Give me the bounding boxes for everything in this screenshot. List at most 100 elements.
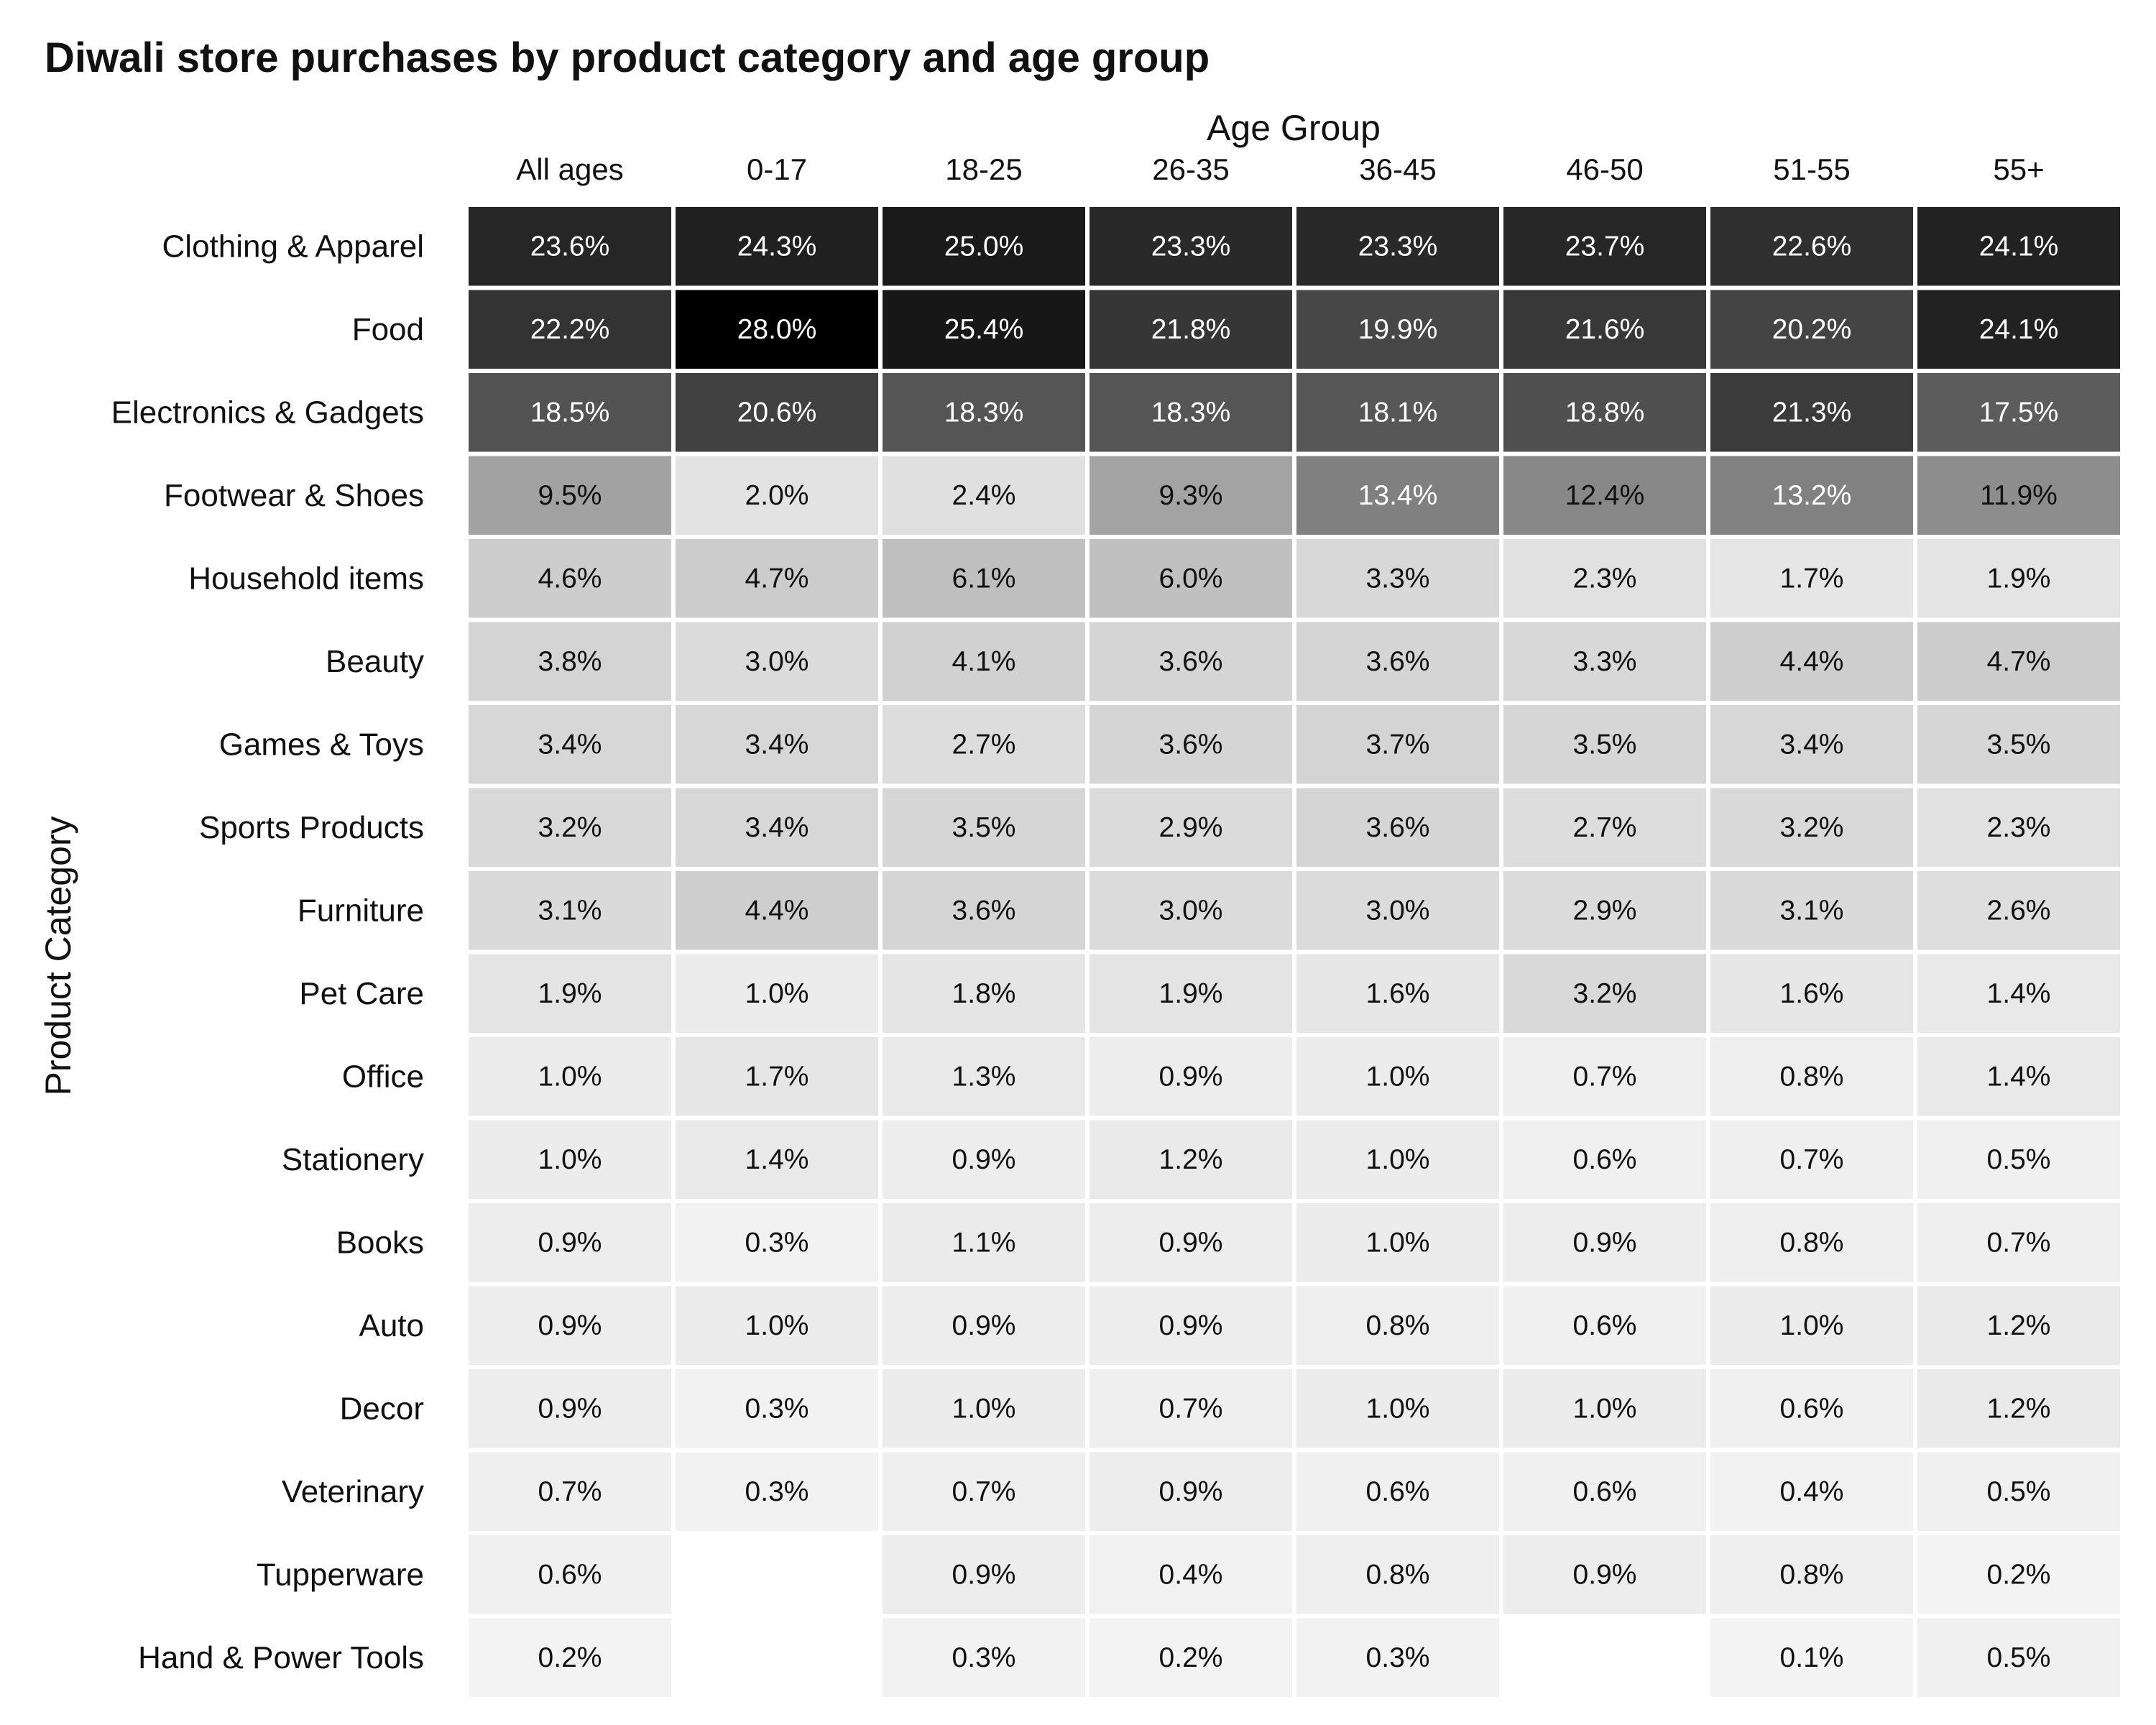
cell-value-label: 1.0% [1573,1393,1637,1424]
cell-value-label: 23.7% [1565,231,1645,262]
cell-value-label: 24.1% [1979,231,2059,262]
heatmap-cell [1503,539,1706,618]
heatmap-cell [1296,207,1499,286]
heatmap-cell [1503,954,1706,1033]
cell-value-label: 22.2% [530,314,610,345]
cell-value-label: 1.4% [1987,1061,2051,1092]
cell-value-label: 3.0% [1366,895,1430,926]
heatmap-cell [883,1203,1085,1282]
cell-value-label: 21.6% [1565,314,1645,345]
heatmap-cell [1917,788,2120,867]
cell-value-label: 3.6% [1159,729,1223,760]
cell-value-label: 1.6% [1780,978,1844,1009]
cell-value-label: 1.0% [1366,1227,1430,1258]
heatmap-cell [469,622,671,701]
cell-value-label: 0.6% [1573,1310,1637,1341]
column-labels: All ages 0-17 18-25 26-35 36-45 46-50 51-55 55+ [516,152,2044,186]
cell-value-label: 0.3% [745,1476,809,1507]
cell-value-label: 2.4% [952,480,1016,511]
cell-value-label: 0.7% [952,1476,1016,1507]
cell-value-label: 3.5% [1987,729,2051,760]
cell-value-label: 20.6% [737,397,817,428]
heatmap-cell [1296,1203,1499,1282]
cell-value-label: 3.2% [1780,812,1844,843]
cell-value-label: 11.9% [1980,480,2058,511]
cell-value-label: 2.3% [1573,563,1637,594]
cell-value-label: 1.2% [1987,1310,2051,1341]
heatmap-cell [469,1037,671,1116]
cell-value-label: 4.4% [1780,646,1844,677]
cell-value-label: 4.4% [745,895,809,926]
heatmap-cell [676,705,878,784]
cell-value-label: 1.0% [745,1310,809,1341]
cell-value-label: 1.0% [1366,1061,1430,1092]
heatmap-cell [883,1535,1085,1614]
heatmap-cell [1917,373,2120,452]
cell-value-label: 23.3% [1358,231,1438,262]
heatmap-cell [1503,207,1706,286]
row-label: Beauty [326,644,424,679]
heatmap-cell [1503,1286,1706,1365]
cell-value-label: 9.5% [538,480,602,511]
heatmap-cell [1089,1452,1292,1531]
heatmap-cell [1710,1203,1913,1282]
heatmap-cell [1710,456,1913,535]
row-label: Auto [359,1308,424,1343]
heatmap-cell [1503,456,1706,535]
heatmap-cell [1710,705,1913,784]
cell-value-label: 0.9% [1159,1476,1223,1507]
cell-value-label: 3.4% [745,729,809,760]
heatmap-cell [1296,705,1499,784]
heatmap-cell [1917,456,2120,535]
heatmap-cell [1710,1535,1913,1614]
heatmap-cell [1089,456,1292,535]
cell-value-label: 0.9% [1573,1559,1637,1590]
heatmap-cell [1503,788,1706,867]
heatmap-cell [1503,1452,1706,1531]
cell-value-label: 0.3% [745,1393,809,1424]
heatmap-cell [883,871,1085,950]
cell-value-label: 0.5% [1987,1642,2051,1673]
heatmap-cell [469,1286,671,1365]
heatmap-cell [883,207,1085,286]
cell-value-label: 2.0% [745,480,809,511]
heatmap-cell [469,539,671,618]
heatmap-cell [676,1452,878,1531]
cell-value-label: 0.9% [1159,1310,1223,1341]
cell-value-label: 0.6% [1573,1144,1637,1175]
column-label: 46-50 [1566,152,1643,186]
cell-value-label: 0.2% [538,1642,602,1673]
cell-value-label: 1.1% [952,1227,1016,1258]
cell-value-label: 0.2% [1159,1642,1223,1673]
cell-value-label: 17.5% [1979,397,2059,428]
cell-value-label: 0.8% [1780,1061,1844,1092]
heatmap-cell [1296,1452,1499,1531]
cell-value-label: 3.4% [538,729,602,760]
cell-value-label: 23.3% [1151,231,1231,262]
cell-value-label: 21.3% [1772,397,1852,428]
heatmap-cell [1503,622,1706,701]
heatmap-cell [676,1286,878,1365]
cell-value-label: 1.9% [1159,978,1223,1009]
heatmap-cell [1503,1369,1706,1448]
heatmap-cell [1710,1037,1913,1116]
heatmap-cell [883,622,1085,701]
cell-value-label: 0.6% [1780,1393,1844,1424]
cell-value-label: 4.1% [952,646,1016,677]
heatmap-cell [883,539,1085,618]
cell-value-label: 9.3% [1159,480,1223,511]
heatmap-cell [1917,1120,2120,1199]
heatmap-cell [1710,622,1913,701]
heatmap-cell [1089,207,1292,286]
heatmap-cell [1917,1535,2120,1614]
heatmap-cell [1710,954,1913,1033]
heatmap-cell [1503,373,1706,452]
cell-value-label: 0.9% [1159,1227,1223,1258]
cell-value-label: 3.6% [952,895,1016,926]
heatmap-cell [469,207,671,286]
heatmap-cell [1296,373,1499,452]
heatmap-cell [676,373,878,452]
column-label: 36-45 [1359,152,1436,186]
heatmap-cell [676,1369,878,1448]
